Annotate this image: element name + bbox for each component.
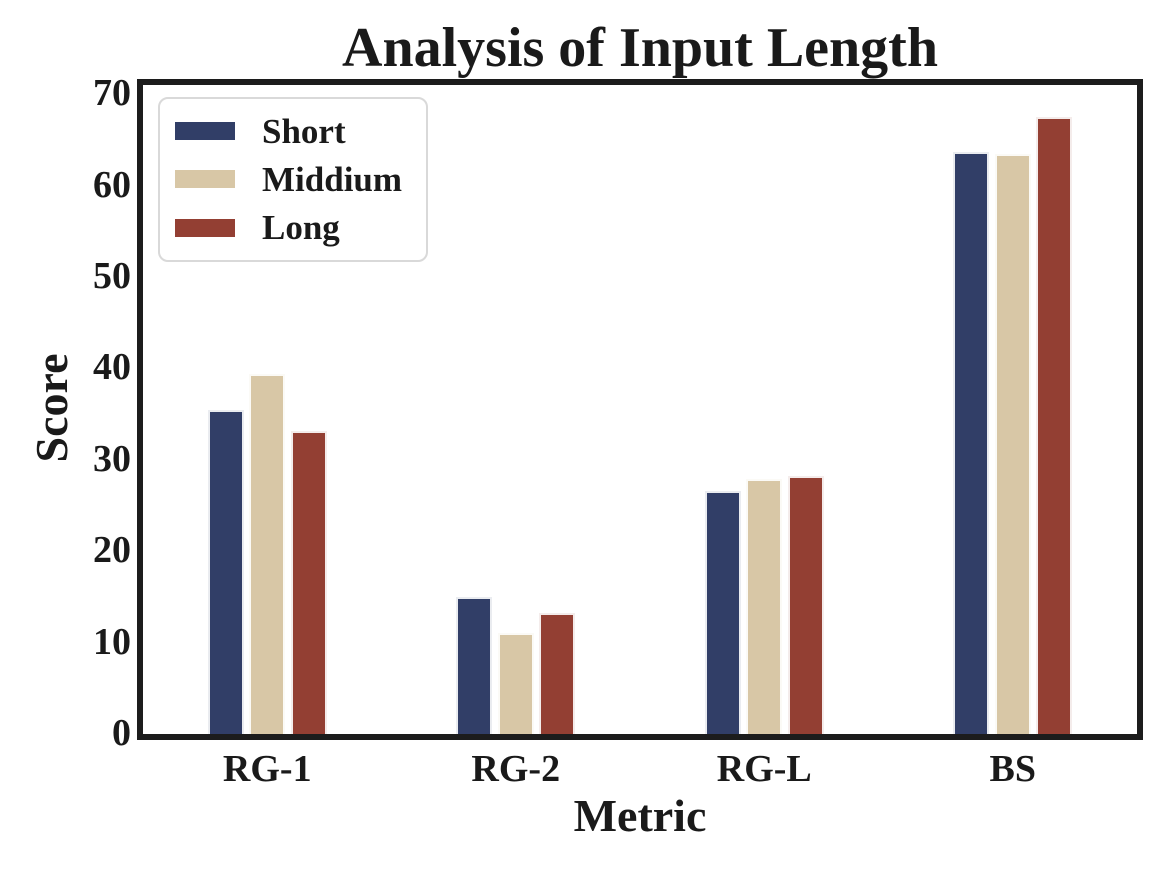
y-tick-label-0: 0 (112, 712, 131, 755)
bar-short-bs (953, 151, 990, 734)
bar-short-rg-l (704, 490, 741, 734)
bar-middium-rg-2 (497, 633, 534, 734)
bar-long-rg-1 (290, 430, 327, 734)
legend-swatch-long (175, 218, 235, 237)
legend-swatch-short (175, 122, 235, 141)
legend-label-long: Long (262, 208, 340, 248)
y-tick-label-30: 30 (93, 438, 131, 481)
chart-title: Analysis of Input Length (342, 17, 938, 79)
x-tick-label-bs: BS (989, 748, 1036, 790)
bar-middium-rg-l (746, 478, 783, 734)
bar-short-rg-1 (207, 410, 244, 734)
x-axis-label: Metric (573, 790, 707, 841)
y-tick-label-50: 50 (93, 255, 131, 298)
bar-long-bs (1036, 116, 1073, 734)
y-tick-label-60: 60 (93, 163, 131, 206)
legend-row-short: Short (175, 114, 426, 149)
x-tick-label-rg-2: RG-2 (471, 748, 561, 790)
legend-label-middium: Middium (262, 159, 403, 199)
legend-swatch-middium (175, 170, 235, 189)
bar-long-rg-l (787, 476, 824, 734)
y-tick-label-10: 10 (93, 620, 131, 663)
y-tick-label-40: 40 (93, 346, 131, 389)
bar-middium-rg-1 (249, 373, 286, 734)
y-tick-label-70: 70 (93, 72, 131, 115)
x-tick-label-rg-1: RG-1 (222, 748, 312, 790)
legend-label-short: Short (262, 111, 346, 151)
bar-middium-bs (994, 154, 1031, 734)
legend: Short Middium Long (158, 97, 428, 262)
bar-short-rg-2 (456, 596, 493, 734)
legend-row-long: Long (175, 210, 426, 245)
x-tick-label-rg-l: RG-L (716, 748, 812, 790)
y-tick-label-20: 20 (93, 529, 131, 572)
legend-row-middium: Middium (175, 162, 426, 197)
bar-long-rg-2 (539, 613, 576, 734)
